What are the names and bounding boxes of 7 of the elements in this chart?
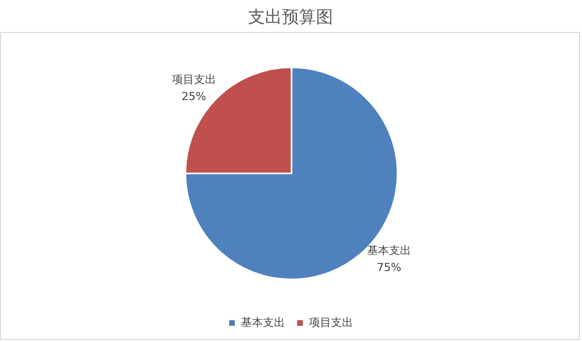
legend-label: 基本支出 (241, 315, 285, 330)
data-label: 25% (182, 90, 206, 103)
slice-label: 基本支出 (367, 244, 412, 257)
slice-label: 项目支出 (172, 73, 216, 86)
chart-title: 支出预算图 (248, 8, 333, 28)
legend-label: 项目支出 (309, 315, 353, 330)
data-label: 75% (376, 260, 402, 274)
